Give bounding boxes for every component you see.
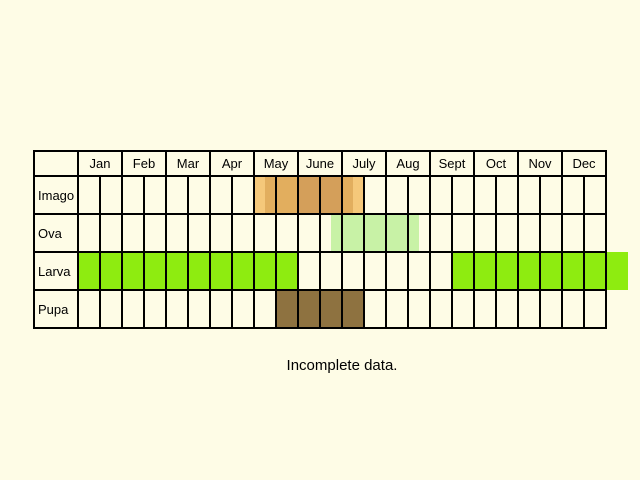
month-label: Jan [90,156,111,171]
stage-label-pupa: Pupa [38,302,69,317]
month-label: Sept [439,156,466,171]
bar-imago-4 [353,176,364,214]
month-label: Feb [133,156,155,171]
bars-layer [34,151,628,328]
bar-ova-0 [331,214,419,252]
month-label: Aug [396,156,419,171]
grid-layer [33,150,607,329]
month-label: May [264,156,289,171]
month-labels: Jan Feb Mar Apr May June July Aug Sept Oct Nov Dec [90,156,597,171]
month-label: June [306,156,334,171]
caption: Incomplete data. [286,357,398,374]
month-label: Nov [528,156,552,171]
month-label: Oct [486,156,507,171]
month-label: Dec [572,156,596,171]
month-label: July [352,156,376,171]
bar-imago-3 [342,176,353,214]
bar-imago-0 [254,176,265,214]
stage-labels: Imago Ova Larva Pupa [38,188,74,317]
stage-label-imago: Imago [38,188,74,203]
month-label: Apr [222,156,243,171]
month-label: Mar [177,156,200,171]
stage-label-ova: Ova [38,226,63,241]
stage-label-larva: Larva [38,264,71,279]
bar-imago-1 [265,176,298,214]
